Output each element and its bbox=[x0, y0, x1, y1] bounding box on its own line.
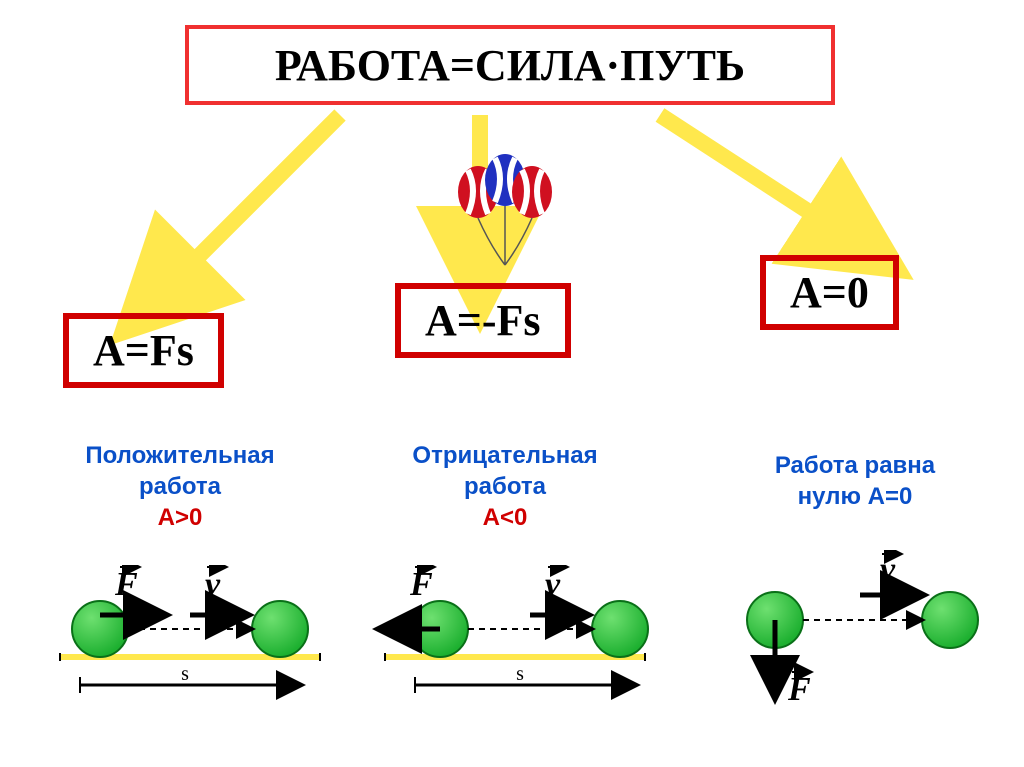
label-F: F bbox=[787, 671, 811, 708]
ball-start bbox=[72, 601, 128, 657]
label-v: v bbox=[205, 566, 221, 603]
ball-end bbox=[592, 601, 648, 657]
desc-left: Положительная работа A>0 bbox=[55, 440, 305, 534]
desc-left-line1: Положительная bbox=[85, 442, 274, 469]
label-F: F bbox=[114, 566, 138, 603]
desc-center-line1: Отрицательная bbox=[412, 442, 597, 469]
formula-right: A=0 bbox=[790, 267, 869, 318]
balloons-icon bbox=[450, 150, 560, 290]
arrow-right bbox=[660, 115, 860, 245]
formula-left: A=Fs bbox=[93, 325, 194, 376]
formula-center: A=-Fs bbox=[425, 295, 541, 346]
label-v: v bbox=[545, 566, 561, 603]
desc-center-line2: работа bbox=[464, 473, 546, 500]
ball-end bbox=[252, 601, 308, 657]
formula-box-left: A=Fs bbox=[63, 313, 224, 388]
diagram-negative-work: F v s bbox=[370, 565, 660, 725]
label-s: s bbox=[181, 663, 189, 685]
diagram-zero-work: v F bbox=[720, 550, 1000, 730]
desc-right-line2: нулю A=0 bbox=[798, 483, 913, 510]
desc-left-cond: A>0 bbox=[158, 504, 203, 531]
desc-center: Отрицательная работа A<0 bbox=[380, 440, 630, 534]
diagram-positive-work: F v s bbox=[45, 565, 335, 725]
desc-right: Работа равна нулю A=0 bbox=[730, 450, 980, 512]
desc-right-line1: Работа равна bbox=[775, 452, 935, 479]
formula-box-center: A=-Fs bbox=[395, 283, 571, 358]
label-F: F bbox=[409, 566, 433, 603]
ball-end bbox=[922, 592, 978, 648]
desc-left-line2: работа bbox=[139, 473, 221, 500]
label-s: s bbox=[516, 663, 524, 685]
desc-center-cond: A<0 bbox=[483, 504, 528, 531]
arrow-left bbox=[155, 115, 340, 300]
label-v: v bbox=[880, 551, 896, 588]
formula-box-right: A=0 bbox=[760, 255, 899, 330]
